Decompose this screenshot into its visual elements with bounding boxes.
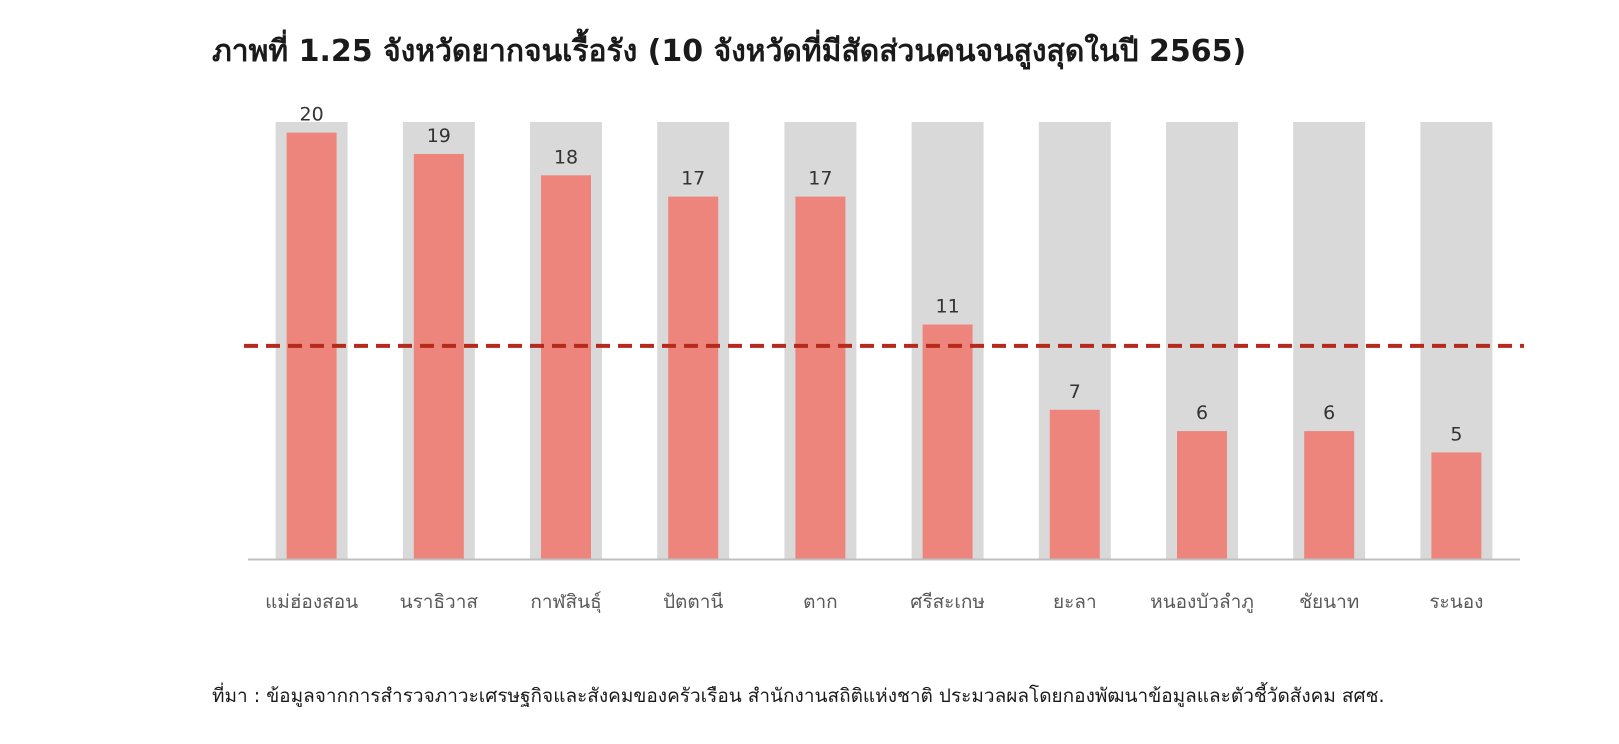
data-label: 19 bbox=[427, 125, 451, 147]
data-label: 11 bbox=[936, 296, 960, 318]
category-label: ชัยนาท bbox=[1299, 591, 1359, 613]
bar-chart: 20 19 18 17 17 11 7 6 6 5 แม่ฮ่องสอน นราธิวาส กาฬสิ… bbox=[244, 104, 1524, 614]
data-label: 17 bbox=[681, 168, 705, 190]
category-label: กาฬสินธุ์ bbox=[530, 591, 601, 614]
bar bbox=[541, 175, 591, 560]
category-labels: แม่ฮ่องสอน นราธิวาส กาฬสินธุ์ ปัตตานี ตาก ศรี… bbox=[265, 591, 1483, 614]
category-label: ระนอง bbox=[1429, 591, 1483, 613]
bar bbox=[922, 324, 973, 559]
data-label: 17 bbox=[808, 168, 832, 190]
bar bbox=[1049, 409, 1100, 559]
category-label: แม่ฮ่องสอน bbox=[265, 591, 358, 613]
category-label: ปัตตานี bbox=[663, 591, 723, 613]
data-labels: 20 19 18 17 17 11 7 6 6 5 bbox=[300, 104, 1463, 446]
data-label: 18 bbox=[554, 146, 578, 168]
data-label: 6 bbox=[1196, 402, 1208, 424]
data-label: 20 bbox=[300, 104, 324, 126]
bar bbox=[413, 153, 464, 559]
data-label: 7 bbox=[1069, 381, 1081, 403]
bar bbox=[1304, 431, 1355, 559]
bar bbox=[795, 196, 846, 560]
category-label: ตาก bbox=[803, 591, 838, 613]
data-label: 6 bbox=[1323, 402, 1335, 424]
chart-title: ภาพที่ 1.25 จังหวัดยากจนเรื้อรัง (10 จัง… bbox=[212, 34, 1247, 69]
category-label: ยะลา bbox=[1053, 591, 1097, 613]
bar bbox=[1177, 431, 1227, 559]
category-label: หนองบัวลำภู bbox=[1150, 591, 1254, 613]
source-note: ที่มา : ข้อมูลจากการสำรวจภาวะเศรษฐกิจและ… bbox=[212, 685, 1385, 707]
category-label: ศรีสะเกษ bbox=[910, 591, 985, 613]
category-label: นราธิวาส bbox=[400, 591, 479, 613]
data-label: 5 bbox=[1450, 423, 1462, 445]
bar bbox=[1431, 452, 1482, 559]
bar bbox=[668, 196, 719, 560]
